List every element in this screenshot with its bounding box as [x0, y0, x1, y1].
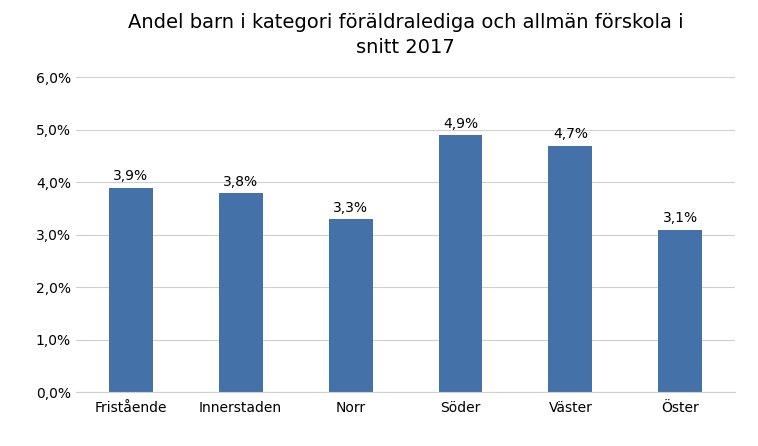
Bar — [328, 219, 372, 392]
Text: 3,3%: 3,3% — [333, 201, 368, 215]
Bar — [218, 193, 262, 392]
Bar — [658, 230, 702, 392]
Text: 4,7%: 4,7% — [553, 128, 588, 141]
Bar — [549, 146, 593, 392]
Title: Andel barn i kategori föräldralediga och allmän förskola i
snitt 2017: Andel barn i kategori föräldralediga och… — [127, 13, 684, 57]
Text: 3,9%: 3,9% — [113, 169, 149, 183]
Text: 4,9%: 4,9% — [443, 117, 478, 131]
Bar — [109, 188, 152, 392]
Text: 3,8%: 3,8% — [223, 175, 258, 189]
Bar — [438, 135, 482, 392]
Text: 3,1%: 3,1% — [662, 211, 698, 226]
